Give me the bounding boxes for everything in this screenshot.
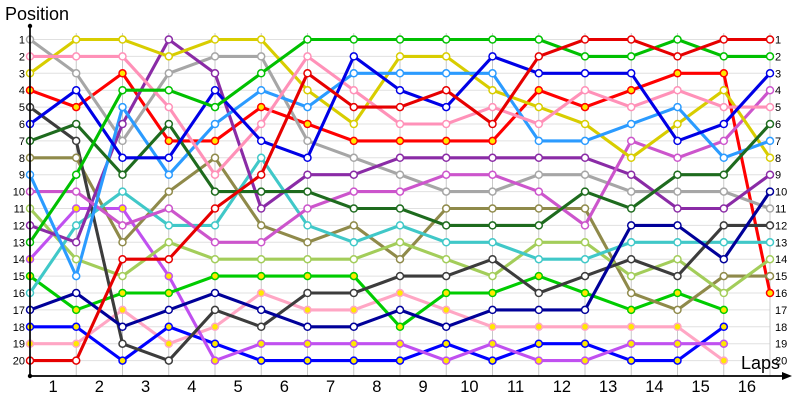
svg-text:19: 19	[13, 339, 25, 351]
svg-text:7: 7	[326, 378, 335, 396]
svg-text:3: 3	[19, 68, 25, 80]
svg-text:20: 20	[13, 356, 25, 368]
svg-text:10: 10	[775, 187, 787, 199]
svg-text:13: 13	[599, 378, 617, 396]
svg-text:12: 12	[553, 378, 571, 396]
svg-text:2: 2	[19, 51, 25, 63]
svg-text:9: 9	[419, 378, 428, 396]
svg-text:16: 16	[13, 288, 25, 300]
svg-text:Laps: Laps	[741, 353, 780, 373]
svg-text:10: 10	[13, 187, 25, 199]
svg-text:9: 9	[19, 170, 25, 182]
svg-text:11: 11	[507, 378, 524, 396]
svg-text:14: 14	[645, 378, 663, 396]
svg-text:15: 15	[691, 378, 709, 396]
svg-text:11: 11	[14, 204, 25, 216]
svg-text:Position: Position	[5, 4, 69, 24]
svg-text:1: 1	[775, 35, 781, 47]
svg-text:3: 3	[775, 68, 781, 80]
svg-text:17: 17	[775, 305, 787, 317]
svg-text:12: 12	[13, 220, 25, 232]
svg-text:2: 2	[775, 51, 781, 63]
svg-text:8: 8	[19, 153, 25, 165]
svg-text:15: 15	[775, 271, 787, 283]
svg-text:16: 16	[775, 288, 787, 300]
svg-text:5: 5	[19, 102, 25, 114]
svg-text:18: 18	[775, 322, 787, 334]
svg-text:11: 11	[775, 204, 786, 216]
svg-text:9: 9	[775, 170, 781, 182]
svg-text:13: 13	[13, 237, 25, 249]
svg-text:14: 14	[775, 254, 787, 266]
svg-text:5: 5	[775, 102, 781, 114]
svg-text:13: 13	[775, 237, 787, 249]
svg-text:20: 20	[775, 356, 787, 368]
svg-text:4: 4	[187, 378, 196, 396]
svg-text:1: 1	[19, 35, 25, 47]
svg-text:10: 10	[460, 378, 478, 396]
svg-text:2: 2	[95, 378, 104, 396]
svg-text:4: 4	[19, 85, 25, 97]
svg-text:12: 12	[775, 220, 787, 232]
svg-text:5: 5	[234, 378, 243, 396]
svg-text:19: 19	[775, 339, 787, 351]
svg-text:17: 17	[13, 305, 25, 317]
svg-text:8: 8	[775, 153, 781, 165]
svg-text:3: 3	[141, 378, 150, 396]
svg-text:7: 7	[775, 136, 781, 148]
svg-text:6: 6	[19, 119, 25, 131]
svg-text:4: 4	[775, 85, 781, 97]
svg-text:1: 1	[49, 378, 58, 396]
svg-text:7: 7	[19, 136, 25, 148]
svg-text:14: 14	[13, 254, 25, 266]
svg-text:6: 6	[775, 119, 781, 131]
svg-text:15: 15	[13, 271, 25, 283]
svg-text:8: 8	[372, 378, 381, 396]
svg-text:16: 16	[738, 378, 756, 396]
svg-text:6: 6	[280, 378, 289, 396]
svg-text:18: 18	[13, 322, 25, 334]
